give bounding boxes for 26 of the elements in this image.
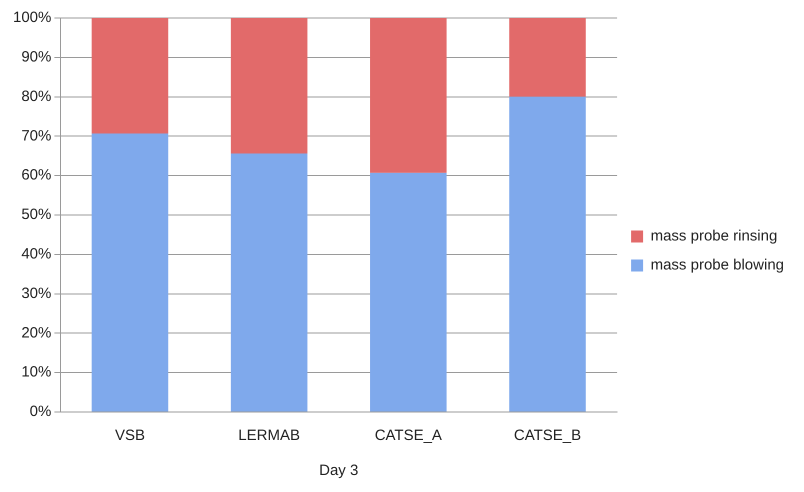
y-tick-label: 70%	[21, 127, 52, 144]
y-tick-label: 100%	[12, 9, 52, 26]
bar	[92, 18, 168, 134]
bar	[509, 96, 586, 412]
y-tick-label: 10%	[21, 364, 52, 381]
x-tick-label: LERMAB	[238, 427, 300, 444]
legend-label: mass probe blowing	[650, 256, 784, 274]
x-tick-label: VSB	[114, 427, 145, 444]
y-tick-label: 90%	[21, 48, 52, 66]
y-tick-label: 40%	[21, 246, 52, 263]
y-tick-label: 20%	[21, 324, 52, 342]
legend-label: mass probe rinsing	[650, 228, 778, 245]
x-tick-label: CATSE_A	[374, 427, 442, 444]
y-tick-label: 30%	[21, 284, 52, 302]
bar	[230, 154, 308, 412]
y-tick-label: 80%	[21, 88, 52, 105]
y-tick-label: 50%	[21, 206, 52, 224]
y-tick-label: 60%	[21, 166, 52, 184]
bar	[370, 172, 447, 412]
bar	[509, 18, 586, 97]
bar	[230, 18, 308, 154]
bar	[92, 133, 168, 412]
x-tick-label: CATSE_B	[514, 427, 582, 444]
y-tick-label: 0%	[30, 403, 52, 420]
bar	[370, 18, 447, 173]
x-axis-title: Day 3	[319, 462, 358, 480]
